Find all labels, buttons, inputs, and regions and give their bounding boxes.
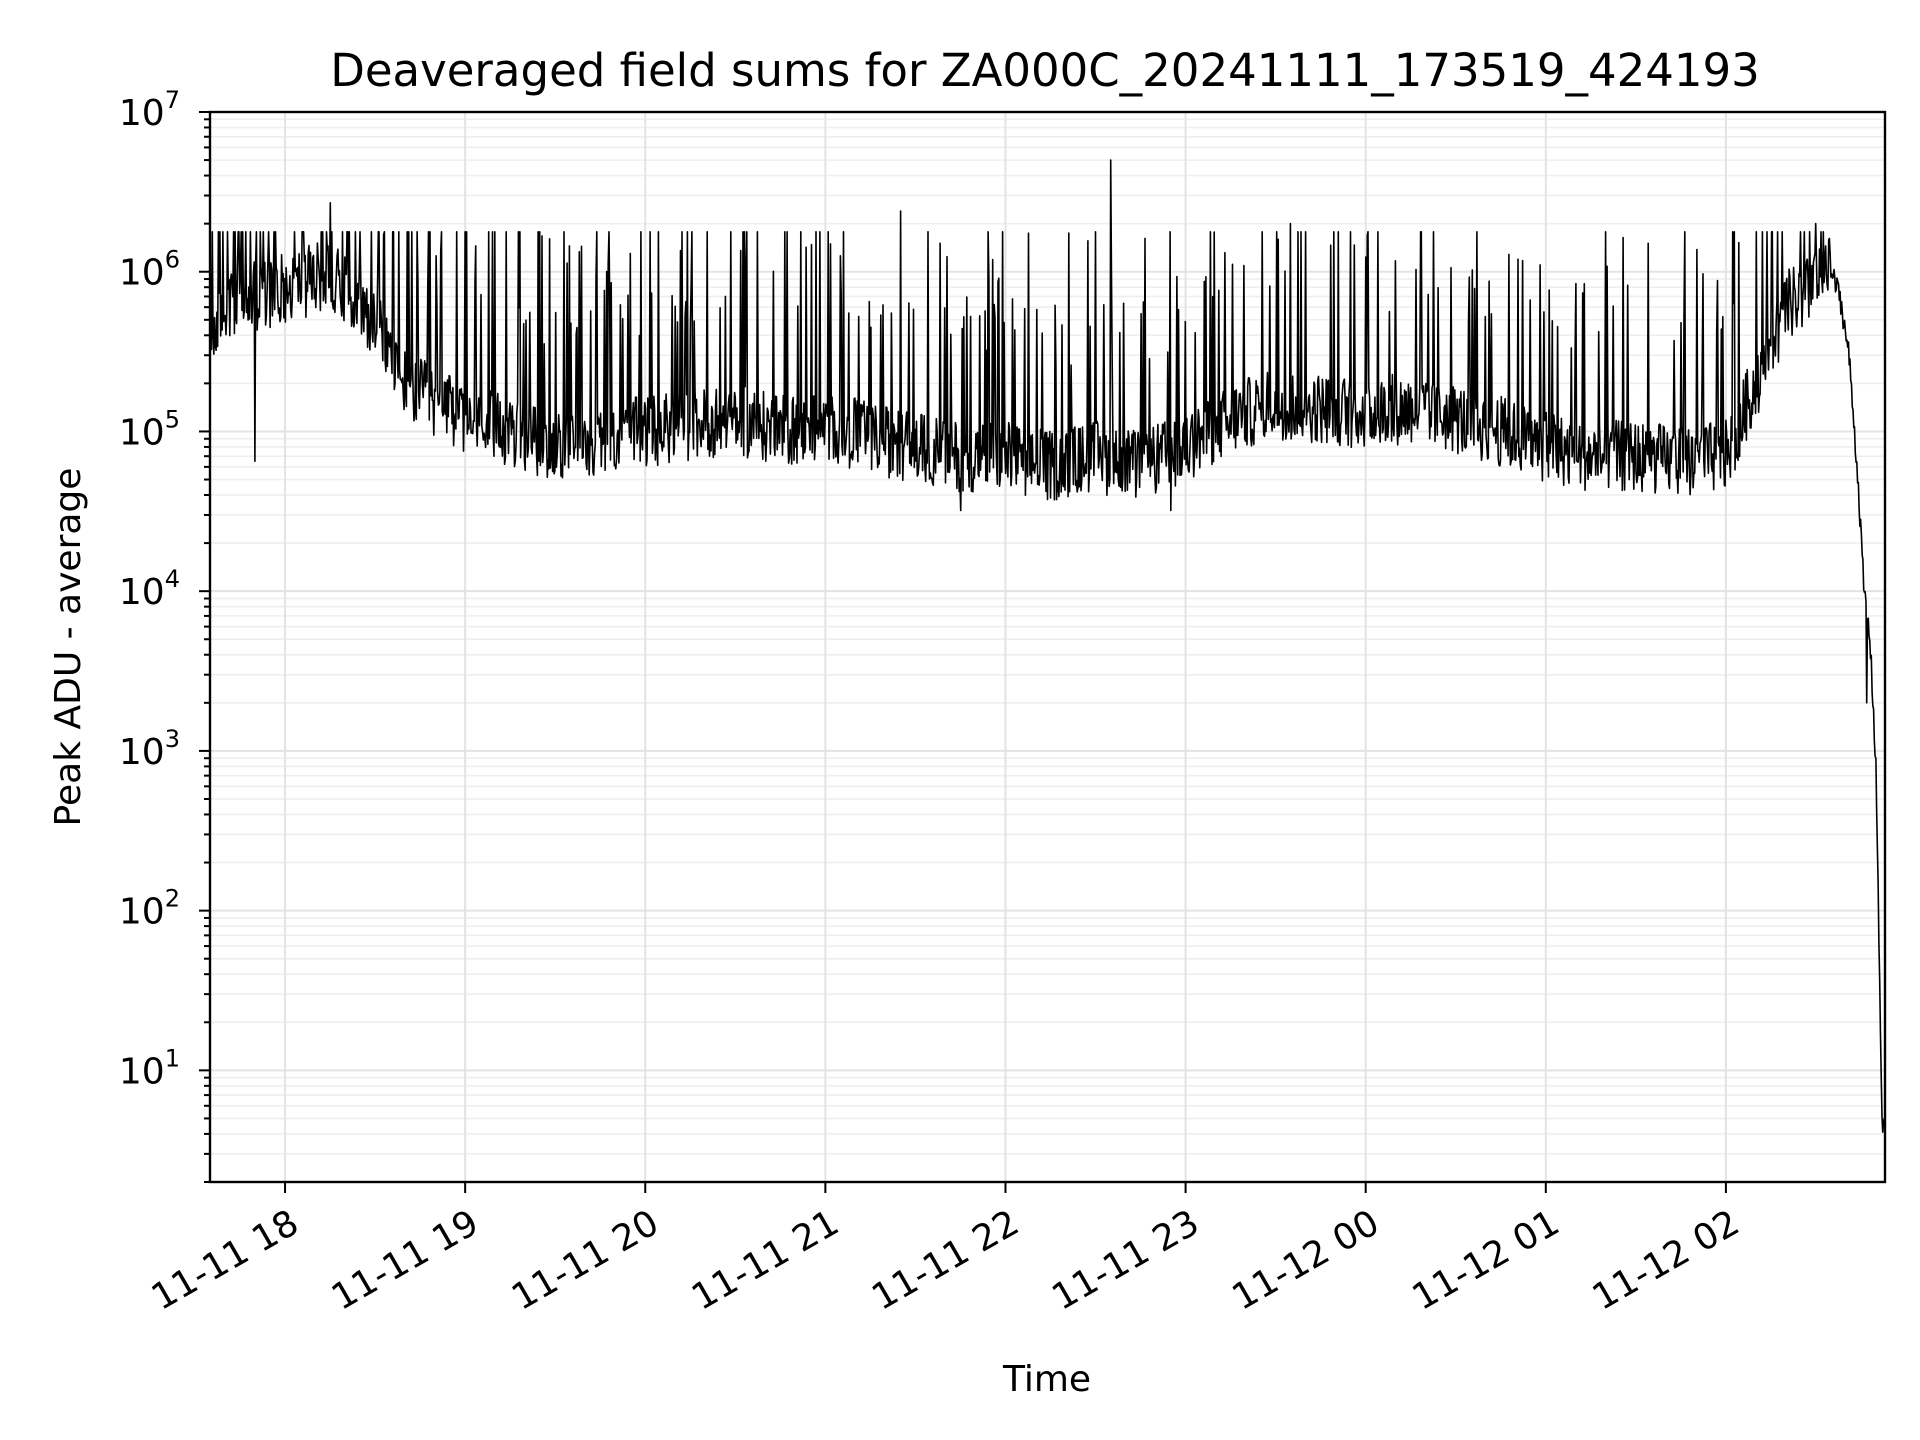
y-tick-label: 106 bbox=[119, 246, 180, 294]
chart-title: Deaveraged field sums for ZA000C_2024111… bbox=[330, 44, 1760, 97]
x-axis-label: Time bbox=[1002, 1359, 1091, 1400]
series-line bbox=[209, 159, 1886, 1133]
series-group bbox=[209, 159, 1886, 1133]
y-tick-label: 107 bbox=[119, 86, 180, 134]
y-tick-label: 105 bbox=[119, 405, 180, 453]
plot-grid bbox=[210, 111, 1885, 1183]
y-axis-label: Peak ADU - average bbox=[48, 468, 89, 827]
y-tick-label: 101 bbox=[119, 1044, 180, 1092]
y-tick-label: 102 bbox=[119, 885, 180, 933]
y-tick-label: 104 bbox=[119, 565, 180, 613]
plot-frame bbox=[208, 110, 1887, 1184]
y-tick-label: 103 bbox=[119, 725, 180, 773]
